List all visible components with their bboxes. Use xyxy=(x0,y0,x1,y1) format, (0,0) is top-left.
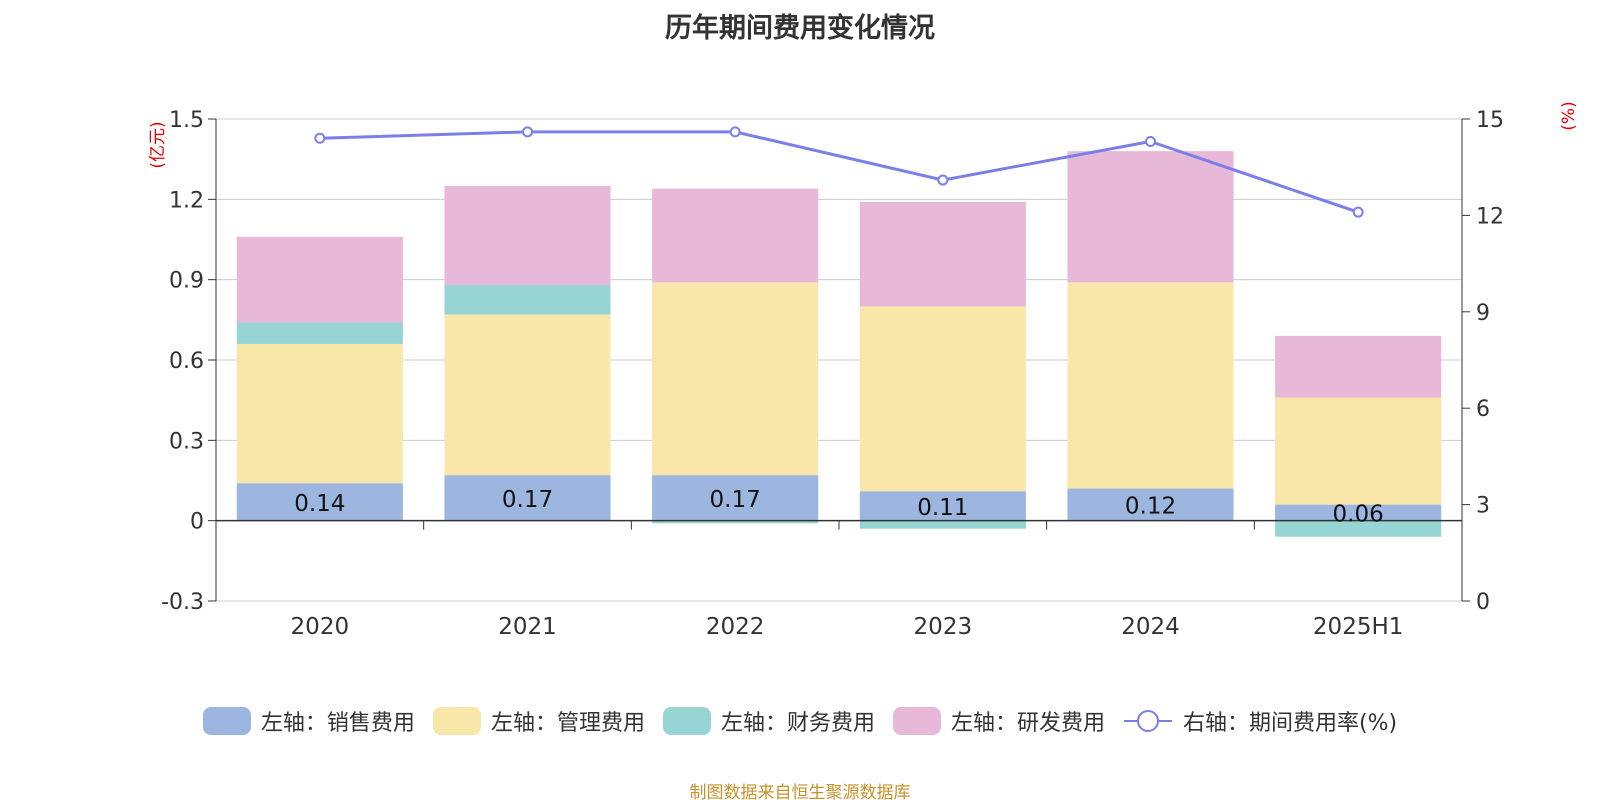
bar-segment xyxy=(444,475,611,521)
legend-item[interactable]: 左轴：管理费用 xyxy=(432,705,645,737)
legend-swatch xyxy=(202,707,251,735)
y-left-tick-label: -0.3 xyxy=(161,590,204,615)
y-right-tick-label: 9 xyxy=(1476,301,1490,326)
y-right-tick-label: 0 xyxy=(1476,590,1490,615)
bar-segment xyxy=(859,520,1026,529)
chart-title: 历年期间费用变化情况 xyxy=(665,13,935,44)
x-tick-label: 2023 xyxy=(914,614,973,640)
legend-item[interactable]: 左轴：财务费用 xyxy=(662,705,875,737)
line-point xyxy=(937,174,949,186)
y-right-tick-label: 3 xyxy=(1476,494,1490,519)
y-left-tick-label: 1.2 xyxy=(169,188,204,213)
data-label: 0.17 xyxy=(502,487,553,513)
bar-segment xyxy=(859,491,1026,521)
bar-segment xyxy=(652,475,819,521)
legend-label: 右轴：期间费用率(%) xyxy=(1182,711,1398,736)
line-series xyxy=(319,130,1359,214)
bar-segment xyxy=(236,483,403,521)
x-tick-label: 2020 xyxy=(291,614,350,640)
y-right-unit-label: (%) xyxy=(1559,101,1579,130)
bar-segment xyxy=(652,282,819,476)
bar-segment xyxy=(1067,151,1234,283)
bar-segment xyxy=(1275,397,1442,505)
y-right-tick-label: 6 xyxy=(1476,397,1490,422)
line-point xyxy=(522,126,533,138)
data-label: 0.12 xyxy=(1125,494,1176,520)
x-tick-label: 2024 xyxy=(1121,614,1180,640)
bar-segment xyxy=(444,314,611,476)
bar-segment xyxy=(444,285,611,315)
chart-area: -0.3 0 0.3 0.6 0.9 1.2 1.5 0 3 6 9 12 15 (亿元) (%) 2020 2… xyxy=(148,101,1579,640)
y-left-tick-label: 1.5 xyxy=(169,108,204,133)
bar-segment xyxy=(1275,504,1442,521)
source-note: 制图数据来自恒生聚源数据库 xyxy=(689,783,911,803)
legend-label: 左轴：管理费用 xyxy=(490,711,645,736)
bar-segment xyxy=(236,236,403,323)
y-left-tick-label: 0 xyxy=(190,510,204,535)
line-point xyxy=(314,132,326,144)
bar-segment xyxy=(859,202,1026,307)
x-tick-label: 2025H1 xyxy=(1313,614,1403,640)
line-point xyxy=(1145,135,1156,147)
line-point xyxy=(729,126,741,138)
legend-swatch xyxy=(432,707,481,735)
y-right-tick-label: 15 xyxy=(1476,108,1504,133)
legend-label: 左轴：销售费用 xyxy=(260,711,415,736)
legend-item[interactable]: 左轴：销售费用 xyxy=(202,705,415,737)
x-tick-label: 2022 xyxy=(706,614,765,640)
data-label: 0.11 xyxy=(917,495,968,521)
y-left-tick-label: 0.9 xyxy=(169,269,204,294)
bar-segment xyxy=(1275,520,1442,537)
bar-segment xyxy=(1067,488,1234,521)
legend: 左轴：销售费用 左轴：管理费用 左轴：财务费用 左轴：研发费用 右轴：期间费用率(%) xyxy=(0,705,1600,737)
bar-segment xyxy=(859,306,1026,492)
bar-segment xyxy=(652,520,819,524)
data-label: 0.06 xyxy=(1333,502,1384,528)
y-left-tick-label: 0.6 xyxy=(169,349,204,374)
legend-label: 左轴：研发费用 xyxy=(950,711,1105,736)
data-label: 0.17 xyxy=(710,487,761,513)
data-label: 0.14 xyxy=(294,491,345,517)
legend-item[interactable]: 左轴：研发费用 xyxy=(892,705,1105,737)
y-left-unit-label: (亿元) xyxy=(148,121,168,168)
legend-item[interactable]: 右轴：期间费用率(%) xyxy=(1123,705,1397,737)
legend-label: 左轴：财务费用 xyxy=(720,711,875,736)
bar-segment xyxy=(444,185,611,286)
line-point xyxy=(1352,206,1364,218)
legend-swatch xyxy=(1123,710,1172,732)
y-left-tick-label: 0.3 xyxy=(169,429,204,454)
bar-segment xyxy=(652,188,819,283)
legend-swatch xyxy=(892,707,941,735)
y-right-tick-label: 12 xyxy=(1476,204,1504,229)
legend-swatch xyxy=(662,707,711,735)
x-tick-label: 2021 xyxy=(498,614,557,640)
bar-segment xyxy=(236,322,403,344)
bar-segment xyxy=(236,343,403,484)
bar-segment xyxy=(1067,282,1234,489)
bar-segment xyxy=(1275,335,1442,398)
